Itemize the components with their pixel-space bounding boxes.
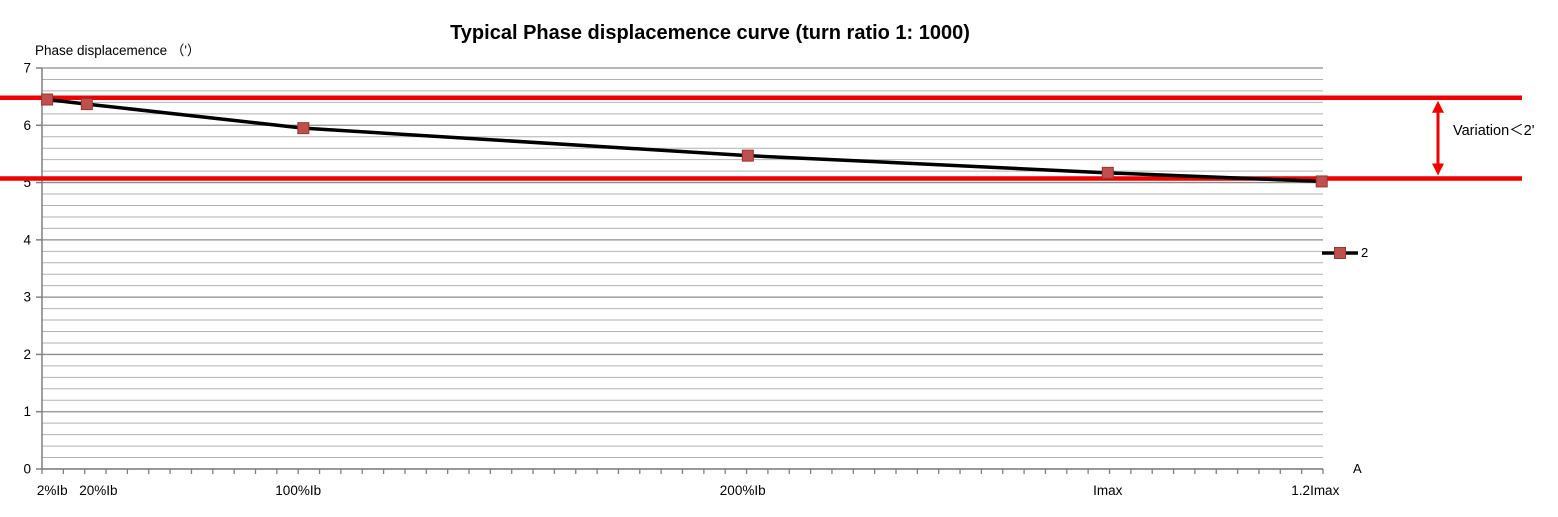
y-axis-tick-label: 1	[23, 404, 31, 419]
y-axis-tick-label: 6	[23, 118, 31, 133]
y-axis-tick-label: 4	[23, 232, 31, 247]
y-axis-title: Phase displacemence （'）	[35, 43, 201, 58]
x-axis-label: 20%Ib	[79, 483, 117, 498]
data-point-marker	[297, 122, 310, 135]
x-axis-label: 200%Ib	[720, 483, 766, 498]
data-point-marker	[1315, 175, 1328, 188]
x-axis-label: 100%Ib	[275, 483, 321, 498]
series-curve	[45, 97, 1324, 184]
x-axis-label: Imax	[1093, 483, 1123, 498]
data-point-marker	[741, 149, 754, 162]
y-axis-tick-label: 7	[23, 61, 31, 76]
x-axis-label: 1.2Imax	[1291, 483, 1339, 498]
variation-arrow-head-up	[1432, 100, 1444, 113]
data-point-marker	[80, 98, 93, 111]
x-axis-unit-label: A	[1353, 461, 1362, 476]
legend-marker-sample	[1334, 247, 1346, 259]
legend-series-label: 2	[1361, 245, 1369, 260]
y-axis-tick-label: 2	[23, 347, 31, 362]
chart-title: Typical Phase displacemence curve (turn …	[450, 22, 970, 44]
data-point-marker	[41, 93, 54, 106]
variation-arrow-head-down	[1432, 163, 1444, 176]
y-axis-tick-label: 3	[23, 290, 31, 305]
x-axis-label: 2%Ib	[37, 483, 68, 498]
variation-annotation: Variation＜2'	[1453, 123, 1535, 139]
y-axis-tick-label: 5	[23, 175, 31, 190]
y-axis-tick-label: 0	[23, 462, 31, 477]
data-point-marker	[1101, 166, 1114, 179]
